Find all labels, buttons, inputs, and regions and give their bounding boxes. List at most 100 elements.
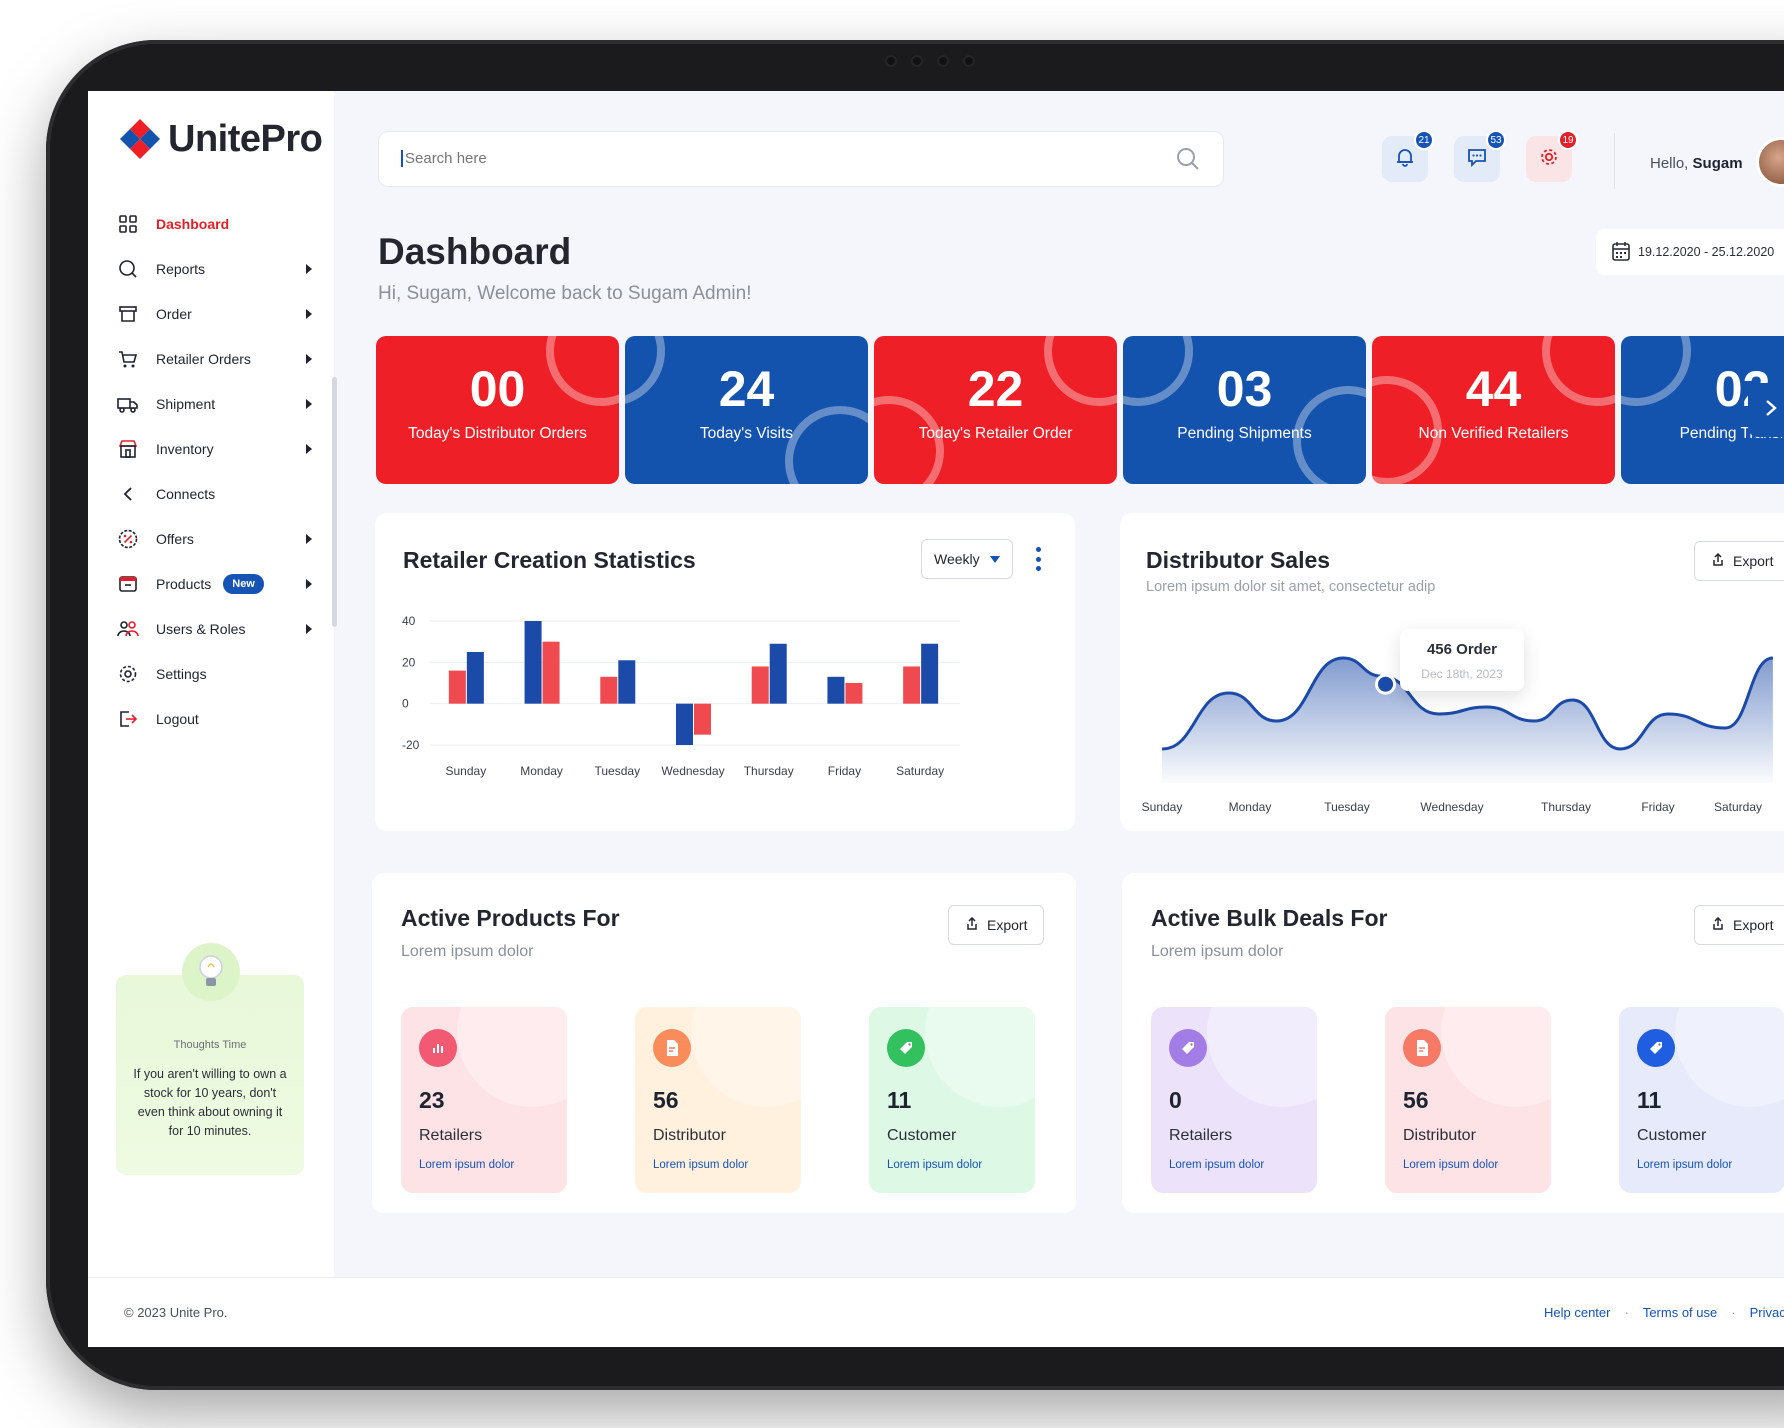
decorative-ring (1621, 336, 1691, 406)
header-divider (1614, 133, 1615, 189)
stat-card[interactable]: 24 Today's Visits (625, 336, 868, 484)
user-name: Sugam (1692, 155, 1743, 172)
sidebar-item-reports[interactable]: Reports (116, 246, 312, 291)
bar-tuesday-blue[interactable] (618, 660, 636, 704)
caret-right-icon (306, 534, 312, 544)
distributor-export-button[interactable]: Export (1694, 541, 1784, 581)
area-fill (1162, 658, 1773, 783)
summary-sub: Lorem ipsum dolor (1637, 1159, 1733, 1171)
summary-label: Distributor (653, 1127, 726, 1144)
notifications-button[interactable]: 21 (1382, 130, 1434, 182)
tooltip-value: 456 Order (1426, 641, 1498, 658)
products-export-button[interactable]: Export (948, 905, 1045, 945)
summary-card-customer[interactable]: 11 Customer Lorem ipsum dolor (869, 1007, 1035, 1193)
search-icon[interactable] (1175, 146, 1201, 177)
bar-wednesday-blue[interactable] (676, 703, 693, 745)
sidebar-item-offers[interactable]: Offers (116, 516, 312, 561)
export-icon (965, 916, 979, 934)
messages-button[interactable]: 53 (1454, 130, 1506, 182)
bar-wednesday-red[interactable] (694, 703, 711, 735)
bulk-export-button[interactable]: Export (1694, 905, 1784, 945)
bar-saturday-red[interactable] (903, 666, 921, 704)
search-icon (116, 257, 140, 281)
sidebar-item-connects[interactable]: Connects (116, 471, 312, 516)
footer: © 2023 Unite Pro. Help center · Terms of… (88, 1277, 1784, 1347)
stat-label: Today's Retailer Order (918, 425, 1073, 442)
summary-label: Distributor (1403, 1127, 1476, 1144)
bar-saturday-blue[interactable] (921, 643, 939, 704)
archive-box-icon (116, 302, 140, 326)
sidebar-item-shipment[interactable]: Shipment (116, 381, 312, 426)
decorative-blob (1441, 1007, 1551, 1107)
stat-card[interactable]: 22 Today's Retailer Order (874, 336, 1117, 484)
sidebar-item-inventory[interactable]: Inventory (116, 426, 312, 471)
summary-card-distributor[interactable]: 56 Distributor Lorem ipsum dolor (1385, 1007, 1551, 1193)
notification-count: 21 (1414, 130, 1434, 150)
summary-sub: Lorem ipsum dolor (1169, 1159, 1265, 1171)
cards-next-button[interactable] (1748, 383, 1784, 437)
chevron-down-icon (990, 556, 1000, 563)
decorative-blob (691, 1007, 801, 1107)
tag-icon (1169, 1029, 1207, 1067)
bar-sunday-blue[interactable] (466, 652, 484, 704)
period-dropdown[interactable]: Weekly (921, 539, 1013, 579)
summary-card-retailers[interactable]: 23 Retailers Lorem ipsum dolor (401, 1007, 567, 1193)
bar-monday-red[interactable] (542, 641, 560, 704)
y-tick-label: 20 (402, 655, 416, 669)
summary-card-distributor[interactable]: 56 Distributor Lorem ipsum dolor (635, 1007, 801, 1193)
caret-right-icon (306, 399, 312, 409)
thought-title: Thoughts Time (173, 1039, 247, 1051)
summary-sub: Lorem ipsum dolor (419, 1159, 515, 1171)
bar-sunday-red[interactable] (448, 670, 466, 704)
x-tick-label: Thursday (1541, 800, 1591, 814)
privacy-link[interactable]: Privacy (1749, 1305, 1784, 1320)
avatar[interactable] (1756, 137, 1784, 187)
sidebar-item-settings[interactable]: Settings (116, 651, 312, 696)
sidebar-item-users-roles[interactable]: Users & Roles (116, 606, 312, 651)
stat-card[interactable]: 00 Today's Distributor Orders (376, 336, 619, 484)
grid-icon (116, 212, 140, 236)
search-bar (378, 131, 1224, 187)
bar-tuesday-red[interactable] (600, 676, 618, 704)
bar-friday-blue[interactable] (827, 676, 845, 704)
sidebar-item-label: Retailer Orders (156, 350, 251, 367)
sidebar-item-dashboard[interactable]: Dashboard (116, 201, 312, 246)
decorative-blob (925, 1007, 1035, 1107)
chart-tooltip: 456 Order Dec 18th, 2023 (1400, 629, 1524, 691)
sidebar-scrollbar[interactable] (332, 377, 337, 627)
user-greeting[interactable]: Hello, Sugam (1650, 155, 1743, 172)
help-center-link[interactable]: Help center (1544, 1305, 1611, 1320)
summary-value: 56 (1403, 1087, 1429, 1113)
bar-thursday-red[interactable] (751, 666, 769, 704)
y-tick-label: 40 (402, 614, 416, 628)
sidebar-item-products[interactable]: Products New (116, 561, 312, 606)
date-range-picker[interactable]: 19.12.2020 - 25.12.2020 (1596, 229, 1784, 275)
footer-separator: · (1731, 1305, 1736, 1320)
active-products-subtitle: Lorem ipsum dolor (401, 943, 534, 960)
sidebar-item-label: Offers (156, 530, 194, 547)
brand-name: UnitePro (168, 117, 323, 160)
bar-thursday-blue[interactable] (769, 643, 787, 704)
terms-link[interactable]: Terms of use (1642, 1305, 1718, 1320)
decorative-ring (1044, 336, 1117, 406)
brand-logo[interactable]: UnitePro (118, 117, 323, 161)
bar-friday-red[interactable] (845, 683, 863, 704)
stat-card[interactable]: 03 Pending Shipments (1123, 336, 1366, 484)
x-tick-label: Wednesday (1420, 800, 1483, 814)
sidebar-item-logout[interactable]: Logout (116, 696, 312, 741)
summary-card-customer[interactable]: 11 Customer Lorem ipsum dolor (1619, 1007, 1784, 1193)
bar-monday-blue[interactable] (524, 621, 542, 704)
sidebar-item-order[interactable]: Order (116, 291, 312, 336)
summary-label: Retailers (419, 1127, 483, 1144)
summary-value: 0 (1169, 1087, 1182, 1113)
product-box-icon (116, 572, 140, 596)
sidebar-item-retailer-orders[interactable]: Retailer Orders (116, 336, 312, 381)
decorative-ring (546, 336, 619, 406)
stat-card[interactable]: 44 Non Verified Retailers (1372, 336, 1615, 484)
settings-button[interactable]: 19 (1526, 130, 1578, 182)
search-input[interactable] (401, 150, 1101, 167)
page-title: Dashboard (378, 231, 572, 272)
highlight-point[interactable] (1375, 673, 1397, 695)
summary-card-retailers[interactable]: 0 Retailers Lorem ipsum dolor (1151, 1007, 1317, 1193)
more-options-button[interactable] (1035, 547, 1041, 571)
